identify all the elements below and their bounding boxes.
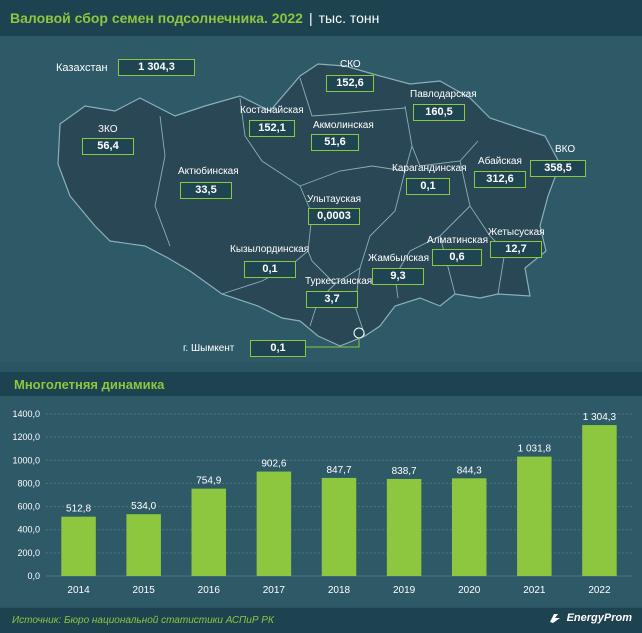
region-name: Абайская [478,156,522,167]
region-name: Акмолинская [313,120,374,131]
source-text: Источник: Бюро национальной статистики А… [12,615,274,626]
region-name: Алматинская [427,235,488,246]
region-value: 33,5 [180,182,232,199]
region-name: ВКО [555,144,576,155]
x-tick-label: 2018 [328,585,351,596]
data-label: 754,9 [196,476,221,487]
x-tick-label: 2017 [263,585,286,596]
data-label: 512,8 [66,504,91,515]
page-title: Валовой сбор семен подсолнечника. 2022 [10,10,303,26]
region-name: Актюбинская [178,166,239,177]
x-tick-label: 2021 [523,585,546,596]
region-value: 0,0003 [308,208,360,225]
region-name: ЗКО [98,124,118,135]
bar [582,425,617,576]
logo-icon [549,614,560,623]
region-value: 160,5 [413,104,465,121]
region-name: Жамбылская [368,253,429,264]
y-tick-label: 800,0 [17,478,40,488]
data-label: 1 304,3 [583,412,617,423]
logo-text: EnergyProm [566,612,632,624]
x-tick-label: 2014 [67,585,90,596]
title-bar: Валовой сбор семен подсолнечника. 2022 |… [0,0,642,36]
region-value: 0,1 [406,178,450,195]
region-name: Карагандинская [392,163,467,174]
bar [321,477,357,576]
region-value: 152,1 [249,120,295,137]
region-name: СКО [340,59,361,70]
footer: Источник: Бюро национальной статистики А… [0,608,642,633]
country-outline [57,63,561,347]
bar-chart: 0,0 200,0 400,0 600,0 800,0 1000,0 1200,0 1400,… [12,409,632,596]
unit-label: тыс. тонн [318,10,380,26]
x-tick-label: 2022 [588,585,611,596]
shymkent-leader [305,338,360,348]
region-name: Улытауская [307,194,362,205]
bar [126,514,161,576]
y-tick-label: 1200,0 [12,432,40,442]
region-value: 12,7 [490,241,542,258]
title-separator: | [308,10,313,26]
bar [517,456,552,576]
region-value: 0,1 [244,261,296,278]
x-tick-label: 2015 [133,585,156,596]
bar [191,488,227,576]
total-label: Казахстан [56,62,108,74]
y-tick-label: 400,0 [17,525,40,535]
region-value: 0,1 [250,340,306,357]
shymkent-marker [353,327,365,339]
x-tick-label: 2019 [393,585,416,596]
data-label: 534,0 [131,501,156,512]
region-value: 51,6 [311,134,359,151]
region-value: 152,6 [326,75,374,92]
map-area: Казахстан 1 304,3 СКО 152,6 Павлодарская… [0,36,642,362]
x-tick-label: 2016 [198,585,221,596]
total-value: 1 304,3 [118,59,195,76]
bar [61,516,96,576]
y-tick-label: 0,0 [27,571,40,581]
data-label: 902,6 [261,459,286,470]
data-label: 844,3 [457,465,482,476]
region-name: Туркестанская [305,276,373,287]
bar [451,478,487,576]
region-name: г. Шымкент [183,343,235,354]
bar [256,471,292,576]
logo: EnergyProm [548,612,632,624]
x-tick-label: 2020 [458,585,481,596]
region-name: Костанайская [240,105,304,116]
y-tick-label: 200,0 [17,548,40,558]
chart-area: 0,0 200,0 400,0 600,0 800,0 1000,0 1200,0 1400,… [0,396,642,606]
region-name: Кызылординская [230,244,310,255]
region-value: 312,6 [474,171,526,188]
data-label: 1 031,8 [518,444,552,455]
y-tick-label: 1000,0 [12,455,40,465]
region-value: 9,3 [372,268,424,285]
region-value: 56,4 [82,138,134,155]
region-name: Павлодарская [410,89,477,100]
region-value: 3,7 [306,291,358,308]
chart-section-title: Многолетняя динамика [0,372,642,396]
data-label: 847,7 [326,465,351,476]
data-label: 838,7 [392,466,417,477]
region-value: 0,6 [432,249,482,266]
region-value: 358,5 [530,160,586,177]
bar [386,478,422,576]
y-tick-label: 600,0 [17,502,40,512]
y-tick-label: 1400,0 [12,409,40,419]
region-name: Жетысуская [488,227,545,238]
